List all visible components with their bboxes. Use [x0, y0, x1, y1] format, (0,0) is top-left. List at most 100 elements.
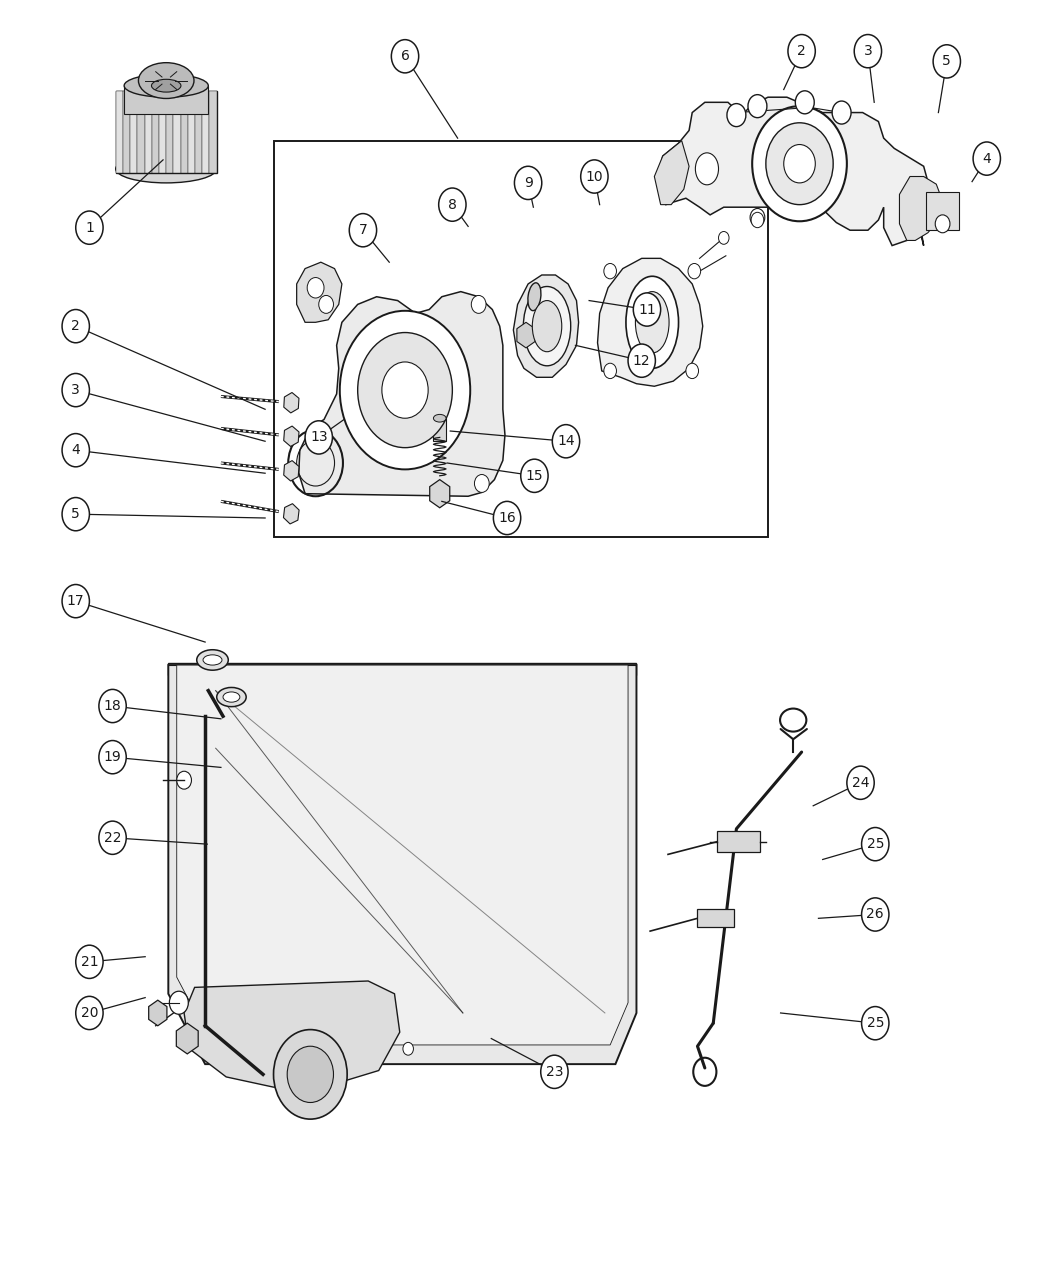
Text: 25: 25	[867, 838, 884, 851]
Polygon shape	[598, 258, 703, 386]
Bar	[433, 418, 446, 441]
Circle shape	[76, 945, 103, 978]
Circle shape	[935, 215, 950, 233]
Circle shape	[521, 459, 548, 492]
Circle shape	[169, 991, 188, 1014]
Text: 22: 22	[104, 831, 121, 844]
FancyArrowPatch shape	[158, 1018, 164, 1023]
Circle shape	[832, 101, 851, 124]
Circle shape	[847, 766, 874, 799]
Ellipse shape	[524, 286, 570, 366]
Text: 7: 7	[359, 224, 367, 237]
Circle shape	[788, 35, 815, 68]
Text: 19: 19	[104, 751, 121, 764]
Bar	[717, 831, 760, 852]
Polygon shape	[654, 141, 689, 205]
Circle shape	[514, 166, 542, 200]
Circle shape	[862, 828, 889, 861]
Circle shape	[76, 996, 103, 1030]
Circle shape	[177, 771, 191, 789]
Text: 24: 24	[852, 776, 869, 789]
Circle shape	[62, 310, 89, 343]
Text: 20: 20	[81, 1007, 98, 1019]
Circle shape	[581, 160, 608, 193]
Ellipse shape	[124, 74, 208, 97]
Text: 9: 9	[524, 177, 532, 189]
Ellipse shape	[528, 283, 541, 311]
Polygon shape	[513, 275, 579, 377]
Circle shape	[62, 434, 89, 467]
Text: 15: 15	[526, 469, 543, 482]
Circle shape	[854, 35, 882, 68]
Circle shape	[633, 293, 661, 326]
Bar	[116, 91, 123, 173]
Ellipse shape	[203, 655, 222, 665]
Circle shape	[604, 363, 616, 379]
Circle shape	[274, 1030, 347, 1119]
Bar	[195, 91, 202, 173]
Bar	[144, 91, 151, 173]
Ellipse shape	[695, 153, 719, 184]
Polygon shape	[168, 665, 636, 1064]
Bar	[926, 192, 959, 230]
Circle shape	[62, 498, 89, 531]
Bar	[274, 141, 768, 537]
Circle shape	[439, 188, 466, 221]
Circle shape	[719, 231, 729, 244]
Bar	[159, 91, 166, 173]
Circle shape	[766, 123, 833, 205]
Ellipse shape	[139, 63, 194, 98]
Circle shape	[305, 421, 332, 454]
Ellipse shape	[626, 276, 679, 368]
Bar	[202, 91, 209, 173]
Bar	[124, 86, 208, 114]
Circle shape	[307, 278, 324, 298]
Bar	[181, 91, 188, 173]
Polygon shape	[184, 981, 400, 1087]
Circle shape	[349, 214, 377, 247]
Circle shape	[727, 104, 746, 127]
Ellipse shape	[223, 692, 240, 702]
Bar	[130, 91, 138, 173]
Circle shape	[628, 344, 655, 377]
Circle shape	[862, 1007, 889, 1040]
Text: 5: 5	[943, 55, 951, 68]
Text: 4: 4	[72, 444, 80, 457]
Polygon shape	[299, 292, 505, 496]
Polygon shape	[899, 177, 942, 240]
Circle shape	[973, 142, 1000, 175]
Circle shape	[287, 1046, 333, 1102]
Circle shape	[62, 373, 89, 407]
Circle shape	[403, 1042, 413, 1055]
Circle shape	[474, 475, 489, 492]
Bar	[151, 91, 159, 173]
Circle shape	[784, 145, 815, 183]
Circle shape	[686, 363, 699, 379]
Circle shape	[382, 362, 428, 418]
Bar	[168, 663, 636, 675]
Circle shape	[752, 106, 847, 221]
Bar	[123, 91, 130, 173]
Text: 2: 2	[797, 45, 806, 58]
Ellipse shape	[116, 155, 217, 183]
Text: 14: 14	[558, 435, 574, 448]
Circle shape	[391, 40, 419, 73]
Circle shape	[933, 45, 960, 78]
Text: 4: 4	[983, 152, 991, 165]
Text: 5: 5	[72, 508, 80, 521]
Text: 11: 11	[639, 303, 655, 316]
Ellipse shape	[532, 301, 562, 352]
Circle shape	[688, 263, 701, 279]
Bar	[138, 91, 144, 173]
Text: 1: 1	[85, 221, 94, 234]
Ellipse shape	[217, 688, 246, 706]
Circle shape	[358, 333, 452, 448]
Ellipse shape	[635, 292, 669, 353]
Bar	[166, 91, 174, 173]
Circle shape	[471, 295, 486, 313]
Text: 23: 23	[546, 1065, 563, 1078]
Circle shape	[750, 208, 765, 226]
Bar	[209, 91, 217, 173]
Circle shape	[795, 91, 814, 114]
Bar	[697, 909, 734, 927]
